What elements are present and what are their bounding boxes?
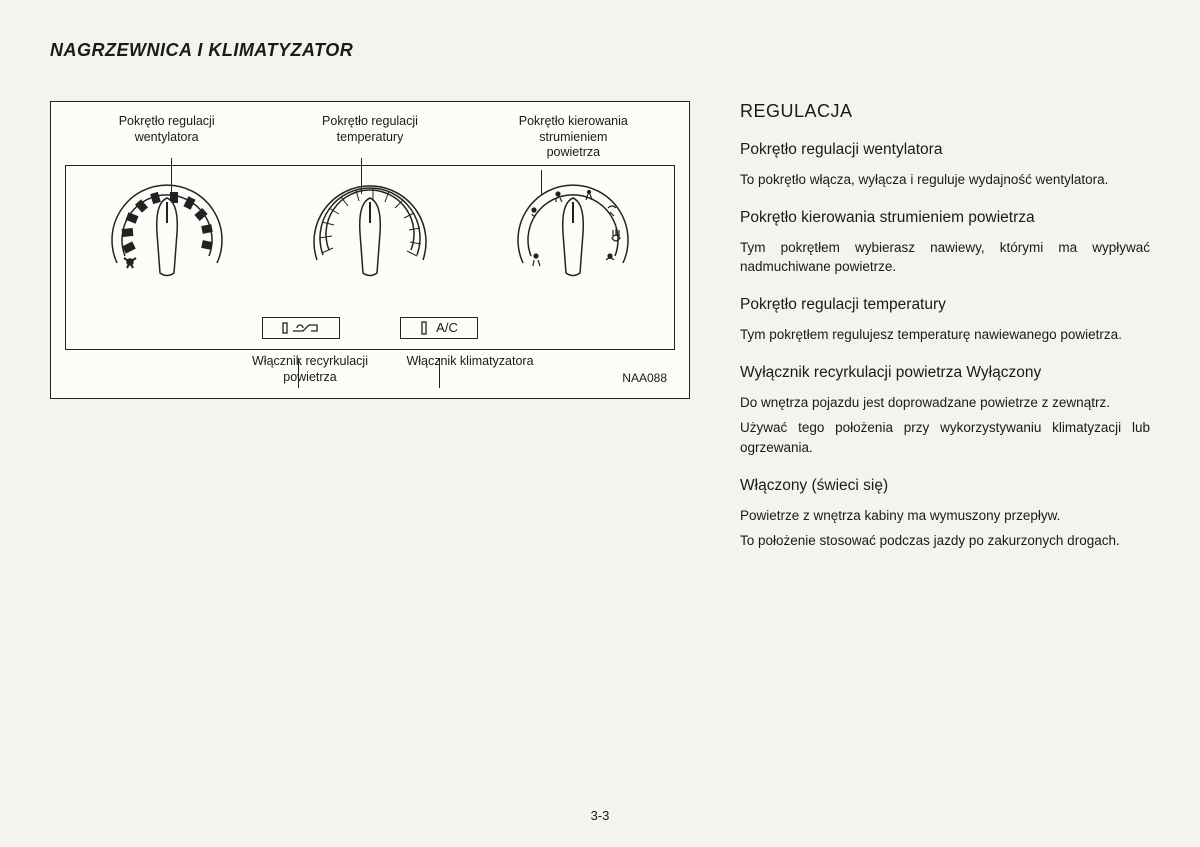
ac-label: A/C <box>436 320 458 335</box>
diagram-column: Pokrętło regulacji wentylatora Pokrętło … <box>50 101 690 557</box>
body-text: To pokrętło włącza, wyłącza i reguluje w… <box>740 170 1150 190</box>
body-text: Tym pokrętłem regulujesz temperaturę naw… <box>740 325 1150 345</box>
body-text: Tym pokrętłem wybierasz nawiewy, którymi… <box>740 238 1150 277</box>
body-text: Powietrze z wnętrza kabiny ma wymuszony … <box>740 506 1150 526</box>
label-ac: Włącznik klimatyzatora <box>385 354 555 370</box>
subsection-heading: Wyłącznik recyrkulacji powietrza Wyłączo… <box>740 363 1150 383</box>
body-text: To położenie stosować podczas jazdy po z… <box>740 531 1150 551</box>
section-heading: REGULACJA <box>740 101 1150 122</box>
body-text: Używać tego położenia przy wykorzystywan… <box>740 418 1150 457</box>
temp-dial <box>295 178 445 298</box>
label-fan: Pokrętło regulacji wentylatora <box>66 114 267 161</box>
figure-ref: NAA088 <box>622 371 667 386</box>
text-column: REGULACJA Pokrętło regulacji wentylatora… <box>740 101 1150 557</box>
label-temp: Pokrętło regulacji temperatury <box>269 114 470 161</box>
body-text: Do wnętrza pojazdu jest doprowadzane pow… <box>740 393 1150 413</box>
subsection-heading: Pokrętło regulacji wentylatora <box>740 140 1150 160</box>
buttons-row: A/C <box>66 317 674 339</box>
ac-button: A/C <box>400 317 478 339</box>
page-title: NAGRZEWNICA I KLIMATYZATOR <box>50 40 1150 61</box>
fan-dial <box>92 178 242 298</box>
page-number: 3-3 <box>591 808 610 823</box>
recirc-button <box>262 317 340 339</box>
subsection-heading: Pokrętło kierowania strumieniem powietrz… <box>740 208 1150 228</box>
label-airflow: Pokrętło kierowania strumieniem powietrz… <box>473 114 674 161</box>
bottom-labels: Włącznik recyrkulacji powietrza Włącznik… <box>65 354 675 390</box>
diagram-box: Pokrętło regulacji wentylatora Pokrętło … <box>50 101 690 399</box>
subsection-heading: Włączony (świeci się) <box>740 476 1150 496</box>
label-recirc: Włącznik recyrkulacji powietrza <box>220 354 400 385</box>
content-row: Pokrętło regulacji wentylatora Pokrętło … <box>50 101 1150 557</box>
subsection-heading: Pokrętło regulacji temperatury <box>740 295 1150 315</box>
control-panel: A/C <box>65 165 675 350</box>
airflow-dial <box>498 178 648 298</box>
top-labels: Pokrętło regulacji wentylatora Pokrętło … <box>65 114 675 161</box>
